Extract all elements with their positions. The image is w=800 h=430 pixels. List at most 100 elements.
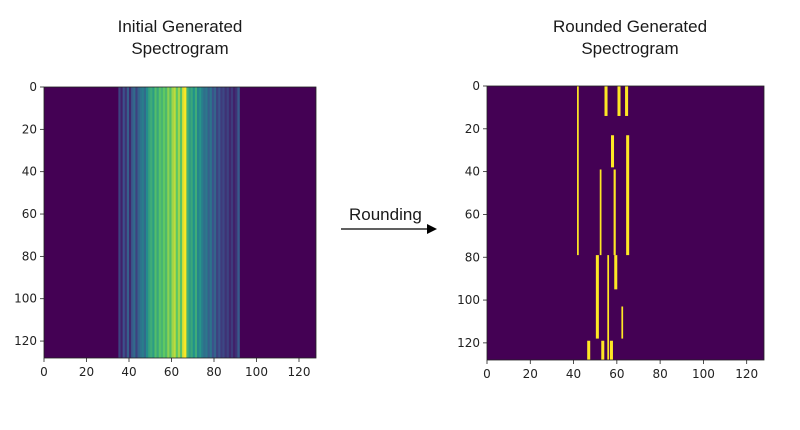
- caption-rounded-line-1: Rounded Generated: [552, 17, 708, 36]
- initial-heatmap-column: [167, 87, 170, 358]
- initial-heatmap-column: [124, 87, 128, 358]
- initial-heatmap-column: [129, 87, 132, 358]
- rounded-active-segment: [607, 255, 610, 360]
- initial-heatmap-column: [122, 87, 126, 358]
- initial-x-tick-label: 120: [288, 365, 311, 379]
- initial-heatmap-column: [156, 87, 160, 358]
- rounded-active-segment: [625, 86, 629, 116]
- initial-y-tick-label: 60: [22, 207, 37, 221]
- initial-heatmap-column: [203, 87, 206, 358]
- initial-heatmap-column: [199, 87, 202, 358]
- initial-heatmap-column: [143, 87, 147, 358]
- initial-heatmap-column: [190, 87, 194, 358]
- rounded-active-segment: [601, 340, 605, 360]
- initial-heatmap-column: [126, 87, 130, 358]
- rounded-y-tick-label: 120: [457, 336, 480, 350]
- initial-heatmap-column: [222, 87, 225, 358]
- initial-heatmap-column: [237, 87, 240, 358]
- rounded-x-tick-label: 60: [609, 367, 624, 381]
- initial-y-tick-label: 120: [14, 334, 37, 348]
- rounded-active-segment: [587, 340, 591, 360]
- initial-spectrogram-heatmap: 0 20 40 60 80 100 120 0 20 40 60 80 100 120: [14, 80, 317, 379]
- initial-heatmap-column: [182, 87, 185, 358]
- initial-heatmap-column: [120, 87, 123, 358]
- rounded-x-tick-label: 80: [652, 367, 667, 381]
- initial-heatmap-column: [173, 87, 177, 358]
- initial-y-tick-label: 40: [22, 165, 37, 179]
- initial-frame: [43, 86, 317, 359]
- initial-y-tick-label: 100: [14, 292, 37, 306]
- initial-heatmap-column: [235, 87, 238, 358]
- initial-heatmap-column: [226, 87, 230, 358]
- initial-heatmap-column: [216, 87, 219, 358]
- initial-heatmap-column: [146, 87, 149, 358]
- caption-initial-line-2: Spectrogram: [131, 39, 229, 58]
- rounded-active-segment: [595, 255, 599, 339]
- initial-heatmap-column: [175, 87, 179, 358]
- initial-heatmap-column: [224, 87, 228, 358]
- caption-rounded-line-2: Spectrogram: [581, 39, 679, 58]
- initial-x-tick-label: 0: [40, 365, 48, 379]
- initial-heatmap-column: [150, 87, 153, 358]
- initial-x-tick-label: 100: [245, 365, 268, 379]
- rounded-heatmap-background: [487, 86, 764, 360]
- caption-rounded-spectrogram: Rounded Generated Spectrogram: [530, 16, 730, 60]
- initial-heatmap-column: [171, 87, 174, 358]
- rounding-arrow: [341, 224, 437, 234]
- rounded-x-tick-label: 40: [566, 367, 581, 381]
- initial-heatmap-column: [180, 87, 183, 358]
- rounded-active-segment: [609, 340, 613, 360]
- initial-heatmap-column: [192, 87, 196, 358]
- rounded-y-tick-label: 40: [465, 165, 480, 179]
- initial-heatmap-column: [201, 87, 204, 358]
- initial-x-tick-label: 80: [206, 365, 221, 379]
- initial-heatmap-column: [228, 87, 232, 358]
- initial-heatmap-column: [148, 87, 151, 358]
- initial-heatmap-column: [233, 87, 236, 358]
- initial-x-tick-label: 40: [121, 365, 136, 379]
- rounded-active-segment: [614, 255, 618, 290]
- initial-x-tick-label: 60: [164, 365, 179, 379]
- rounded-spectrogram-heatmap: 0 20 40 60 80 100 120 0 20 40 60 80 100 120: [457, 79, 765, 381]
- initial-heatmap-column: [205, 87, 208, 358]
- initial-heatmap-column: [152, 87, 155, 358]
- initial-heatmap-column: [133, 87, 136, 358]
- rounded-active-segment: [604, 86, 608, 116]
- initial-heatmap-column: [165, 87, 168, 358]
- initial-heatmap-column: [137, 87, 140, 358]
- initial-heatmap-column: [207, 87, 211, 358]
- initial-heatmap-column: [209, 87, 213, 358]
- rounded-x-tick-label: 20: [523, 367, 538, 381]
- caption-initial-line-1: Initial Generated: [117, 17, 243, 36]
- initial-heatmap-column: [131, 87, 134, 358]
- initial-y-tick-label: 20: [22, 122, 37, 136]
- rounding-arrow-head: [427, 224, 437, 234]
- rounded-active-segment: [617, 86, 621, 116]
- rounded-active-segment: [613, 169, 616, 256]
- rounded-x-tick-label: 0: [483, 367, 491, 381]
- rounded-active-segment: [577, 86, 579, 256]
- initial-heatmap-column: [194, 87, 198, 358]
- initial-heatmap-column: [118, 87, 121, 358]
- initial-heatmap-column: [135, 87, 138, 358]
- initial-heatmap-column: [177, 87, 181, 358]
- caption-initial-spectrogram: Initial Generated Spectrogram: [80, 16, 280, 60]
- initial-heatmap-column: [158, 87, 162, 358]
- rounded-active-segment: [621, 306, 624, 339]
- initial-heatmap-column: [211, 87, 215, 358]
- rounding-arrow-label: Rounding: [349, 205, 422, 224]
- initial-heatmap-column: [188, 87, 191, 358]
- rounded-x-tick-label: 120: [735, 367, 758, 381]
- initial-heatmap-column: [163, 87, 166, 358]
- initial-heatmap-column: [141, 87, 145, 358]
- rounded-y-tick-label: 80: [465, 250, 480, 264]
- initial-heatmap-column: [186, 87, 189, 358]
- initial-heatmap-column: [214, 87, 217, 358]
- rounded-y-tick-label: 60: [465, 207, 480, 221]
- rounded-frame: [486, 85, 765, 361]
- initial-heatmap-column: [218, 87, 221, 358]
- initial-x-tick-label: 20: [79, 365, 94, 379]
- initial-heatmap-column: [169, 87, 172, 358]
